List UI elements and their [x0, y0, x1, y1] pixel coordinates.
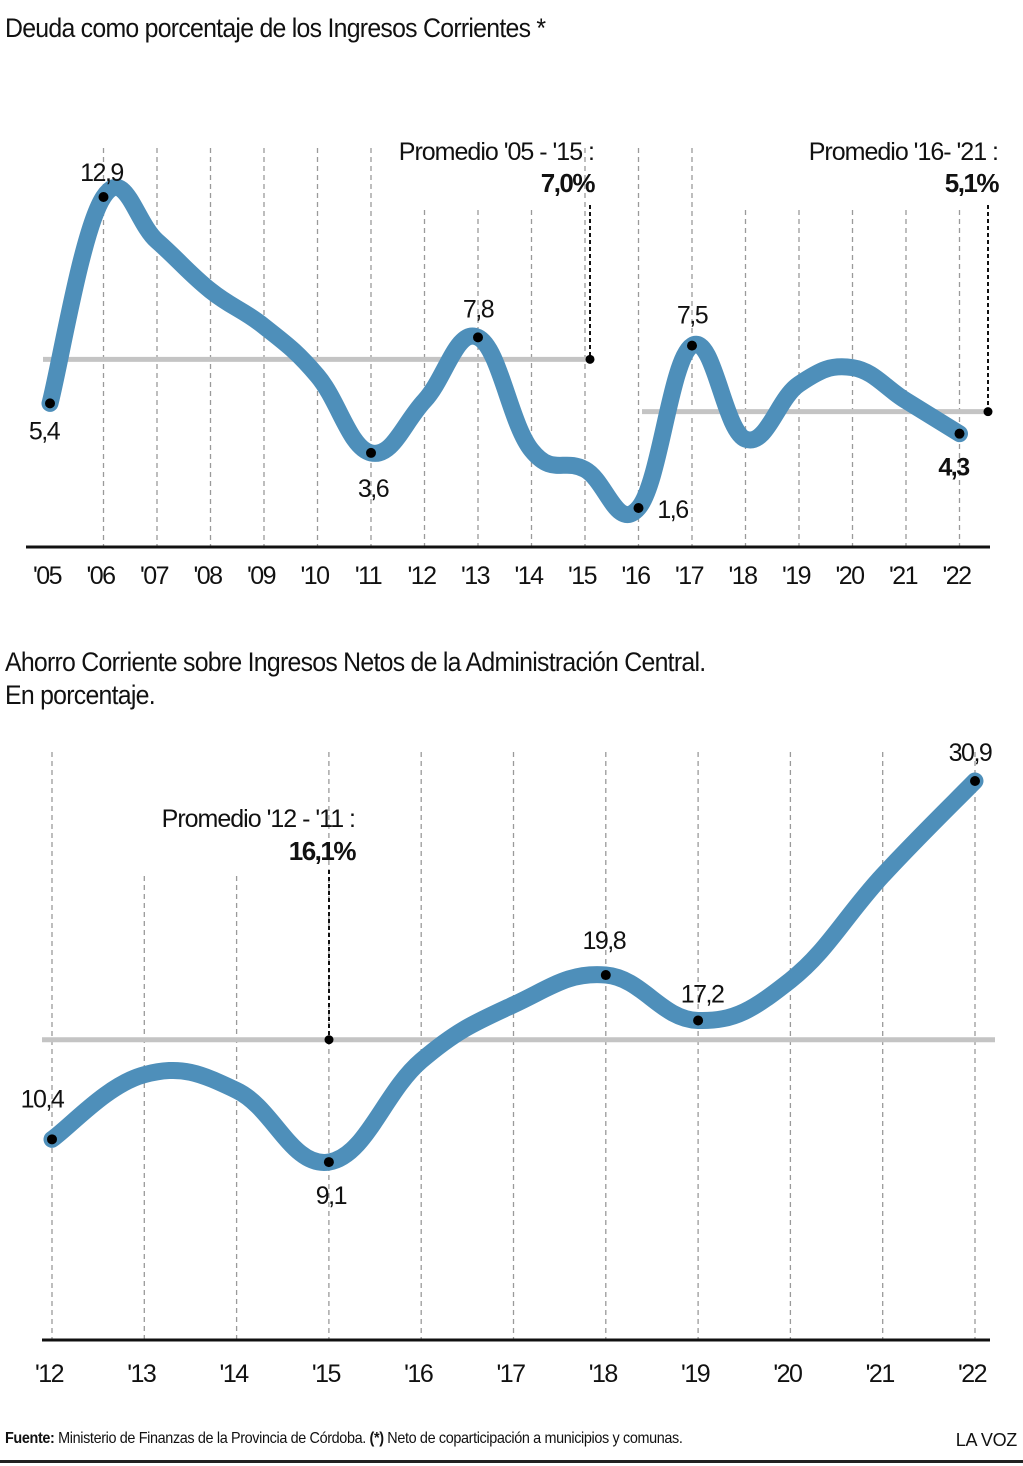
- series-line: [43, 772, 984, 1171]
- data-label: 4,3: [938, 454, 969, 482]
- x-tick-label: '10: [300, 562, 329, 590]
- series-line: [41, 179, 968, 523]
- average-marker: [585, 354, 595, 364]
- chart-1: Promedio '05 - '15 :7,0% Promedio '16- '2…: [26, 138, 1001, 590]
- data-label: 9,1: [316, 1182, 347, 1210]
- x-tick-label: '21: [889, 562, 918, 590]
- x-tick-label: '16: [621, 562, 650, 590]
- data-label: 30,9: [949, 739, 992, 767]
- average-label: Promedio '05 - '15 :: [399, 138, 594, 166]
- chart-1-title: Deuda como porcentaje de los Ingresos Co…: [5, 13, 546, 43]
- x-tick-label: '13: [461, 562, 490, 590]
- data-label: 19,8: [582, 927, 625, 955]
- x-tick-label: '05: [33, 562, 62, 590]
- x-tick-label: '17: [675, 562, 704, 590]
- x-tick-label: '06: [86, 562, 115, 590]
- x-tick-label: '20: [773, 1360, 802, 1388]
- x-tick-label: '19: [681, 1360, 710, 1388]
- data-point: [473, 332, 483, 343]
- x-tick-label: '20: [835, 562, 864, 590]
- average-value: 7,0%: [541, 168, 596, 198]
- data-point: [970, 776, 980, 786]
- data-point: [47, 1134, 57, 1145]
- data-point: [954, 428, 965, 439]
- average-value: 5,1%: [945, 168, 1000, 198]
- average-value: 16,1%: [289, 836, 357, 866]
- data-label: 3,6: [358, 475, 389, 503]
- data-label: 1,6: [657, 496, 688, 524]
- x-tick-label: '15: [568, 562, 597, 590]
- x-tick-label: '07: [140, 562, 169, 590]
- x-tick-label: '09: [247, 562, 276, 590]
- average-marker: [983, 407, 993, 417]
- footer-source: Fuente: Ministerio de Finanzas de la Pro…: [5, 1430, 683, 1448]
- chart-2: Promedio '12 - '11 : 16,1% '12 '13 '14 '15 '16…: [21, 739, 995, 1388]
- data-point: [98, 192, 109, 202]
- brand-logo: LA VOZ: [955, 1430, 1018, 1450]
- chart-2-title: Ahorro Corriente sobre Ingresos Netos de…: [5, 646, 706, 712]
- data-label: 12,9: [80, 159, 123, 187]
- source-label: Fuente:: [5, 1430, 55, 1447]
- data-label: 17,2: [681, 980, 724, 1008]
- x-tick-label: '18: [728, 562, 757, 590]
- data-label: 7,5: [677, 302, 708, 330]
- x-tick-label: '12: [35, 1360, 64, 1388]
- footer: Fuente: Ministerio de Finanzas de la Pro…: [5, 1430, 1018, 1448]
- data-point: [323, 1157, 334, 1168]
- x-tick-label: '14: [220, 1360, 250, 1388]
- x-tick-label: '16: [404, 1360, 433, 1388]
- average-marker: [324, 1035, 334, 1045]
- x-tick-label: '15: [312, 1360, 341, 1388]
- data-point: [693, 1015, 704, 1026]
- x-tick-label: '14: [514, 562, 544, 590]
- x-tick-label: '22: [942, 562, 971, 590]
- data-point: [600, 970, 611, 981]
- data-label: 10,4: [21, 1085, 65, 1113]
- x-tick-label: '13: [127, 1360, 156, 1388]
- x-tick-label: '19: [782, 562, 811, 590]
- x-tick-label: '18: [589, 1360, 618, 1388]
- data-label: 7,8: [463, 295, 494, 323]
- x-tick-label: '17: [496, 1360, 525, 1388]
- source-text: Ministerio de Finanzas de la Provincia d…: [54, 1430, 370, 1447]
- data-point: [633, 502, 644, 513]
- x-tick-label: '22: [958, 1360, 987, 1388]
- x-tick-label: '08: [193, 562, 222, 590]
- chart-2-title-line1: Ahorro Corriente sobre Ingresos Netos de…: [5, 647, 706, 677]
- chart-2-subtitle: En porcentaje.: [5, 680, 156, 710]
- note-text: Neto de coparticipación a municipios y c…: [383, 1430, 683, 1447]
- x-tick-label: '11: [355, 562, 382, 590]
- data-point: [45, 398, 55, 409]
- note-marker: (*): [369, 1430, 384, 1447]
- average-label: Promedio '16- '21 :: [809, 138, 998, 166]
- x-tick-label: '21: [866, 1360, 895, 1388]
- data-point: [366, 447, 376, 458]
- data-point: [687, 340, 697, 351]
- data-label: 5,4: [29, 417, 61, 445]
- average-label: Promedio '12 - '11 :: [162, 805, 355, 833]
- bottom-rule: [0, 1460, 1023, 1463]
- x-tick-label: '12: [407, 562, 436, 590]
